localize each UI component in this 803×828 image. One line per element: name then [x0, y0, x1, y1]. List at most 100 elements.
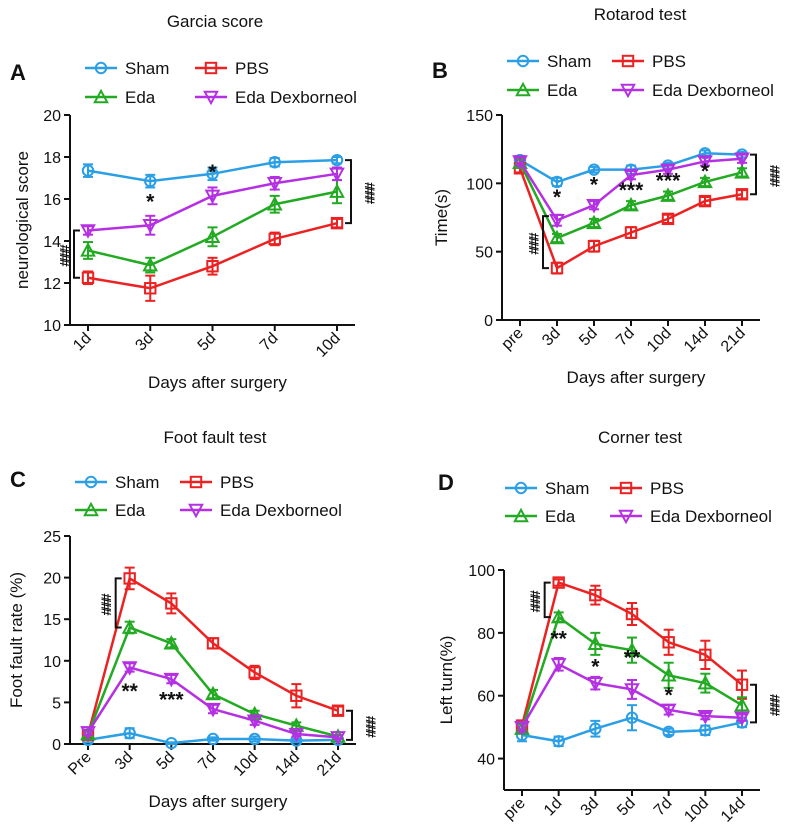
x-tick-label: 14d — [681, 325, 712, 356]
data-point — [206, 732, 220, 746]
data-point — [121, 661, 138, 676]
y-tick-label: 14 — [43, 234, 61, 251]
data-point — [735, 678, 749, 691]
legend-marker — [203, 90, 219, 106]
data-point — [121, 619, 138, 634]
legend: Sham PBS Eda Eda Dexborneol — [75, 473, 342, 520]
x-tick-label: Pre — [65, 749, 95, 779]
data-point — [206, 260, 219, 273]
y-tick-label: 12 — [43, 276, 61, 293]
series-sham — [515, 704, 749, 748]
data-point — [734, 711, 750, 727]
y-tick-label: 18 — [43, 150, 61, 167]
legend-item-eda: Eda — [505, 507, 576, 526]
data-point — [248, 732, 261, 746]
x-tick-label: 1d — [541, 795, 566, 820]
legend-marker — [94, 61, 108, 75]
legend-marker — [516, 54, 530, 68]
data-point — [623, 168, 639, 184]
significance-bracket — [345, 159, 352, 225]
data-point — [662, 636, 675, 649]
panel-letter: D — [438, 470, 454, 495]
significance-bracket — [750, 153, 757, 196]
legend-label: Sham — [547, 52, 591, 71]
significance-marker: *** — [656, 169, 681, 192]
data-point — [698, 194, 712, 208]
significance-marker: ** — [121, 680, 138, 703]
y-tick-label: 50 — [475, 245, 493, 262]
x-tick-label: 5d — [154, 749, 179, 774]
data-point — [266, 195, 283, 211]
data-point — [586, 199, 602, 214]
significance-marker: ** — [550, 627, 567, 650]
legend-marker — [188, 503, 204, 519]
data-point — [586, 214, 602, 230]
y-tick-label: 15 — [43, 612, 61, 629]
x-tick-label: 3d — [112, 749, 137, 774]
significance-marker: *** — [159, 689, 184, 712]
legend-item-sham: Sham — [85, 59, 169, 78]
y-tick-label: 80 — [477, 626, 495, 643]
data-point — [123, 572, 136, 585]
data-point — [142, 256, 159, 272]
data-point — [549, 229, 565, 245]
data-point — [550, 175, 564, 189]
legend-item-pbs: PBS — [195, 59, 269, 78]
significance-marker: * — [591, 656, 600, 679]
series-sham — [81, 153, 344, 189]
legend-item-sham: Sham — [505, 479, 589, 498]
data-point — [734, 152, 750, 168]
data-point — [165, 597, 178, 610]
y-tick-label: 10 — [43, 318, 61, 335]
x-tick-label: 14d — [272, 749, 303, 780]
data-point — [163, 672, 180, 688]
significance-hashes: #### — [363, 716, 379, 738]
x-tick-label: 14d — [718, 795, 749, 826]
legend-label: Sham — [125, 59, 169, 78]
data-point — [123, 726, 136, 740]
y-tick-label: 10 — [43, 654, 61, 671]
data-point — [268, 232, 281, 246]
data-point — [266, 177, 283, 192]
legend: Sham PBS Eda Eda Dexborneol — [85, 59, 357, 107]
significance-hashes: #### — [767, 694, 783, 716]
data-point — [144, 282, 157, 295]
legend-label: Eda Dexborneol — [652, 81, 774, 100]
series-edadex — [80, 166, 345, 239]
significance-hashes: #### — [57, 245, 73, 267]
legend-label: Eda — [115, 501, 146, 520]
x-tick-label: 10d — [644, 325, 675, 356]
legend-item-edadex: Eda Dexborneol — [612, 81, 774, 100]
x-tick-label: 3d — [578, 795, 603, 820]
y-tick-label: 150 — [466, 108, 493, 125]
series-edadex — [512, 152, 750, 229]
data-point — [80, 242, 96, 257]
y-tick-label: 0 — [484, 313, 493, 330]
data-point — [587, 163, 601, 176]
x-tick-label: 1d — [70, 330, 95, 355]
legend-marker — [514, 481, 528, 495]
data-point — [329, 167, 345, 183]
data-point — [550, 261, 564, 275]
data-point — [331, 704, 345, 717]
significance-marker: * — [590, 174, 599, 197]
data-point — [587, 676, 604, 692]
chart-panel-a: A Garcia score 10 12 14 16 18 20 1d 3d 5d 7d 10d neur… — [10, 12, 378, 392]
x-tick-label: pre — [500, 795, 528, 823]
data-point — [697, 709, 714, 725]
x-tick-label: 5d — [576, 325, 601, 350]
legend: Sham PBS Eda Eda Dexborneol — [507, 52, 774, 100]
y-axis-label: Time(s) — [432, 189, 451, 246]
data-point — [699, 648, 712, 662]
x-tick-label: pre — [498, 325, 526, 353]
data-point — [550, 608, 567, 624]
legend-item-edadex: Eda Dexborneol — [180, 501, 342, 520]
legend-label: PBS — [652, 52, 686, 71]
data-point — [163, 635, 180, 650]
series-pbs — [81, 566, 345, 742]
legend-label: PBS — [650, 479, 684, 498]
legend-item-pbs: PBS — [612, 52, 686, 71]
chart-title: Garcia score — [167, 12, 263, 31]
legend-label: Eda — [125, 88, 156, 107]
legend-item-edadex: Eda Dexborneol — [195, 88, 357, 107]
